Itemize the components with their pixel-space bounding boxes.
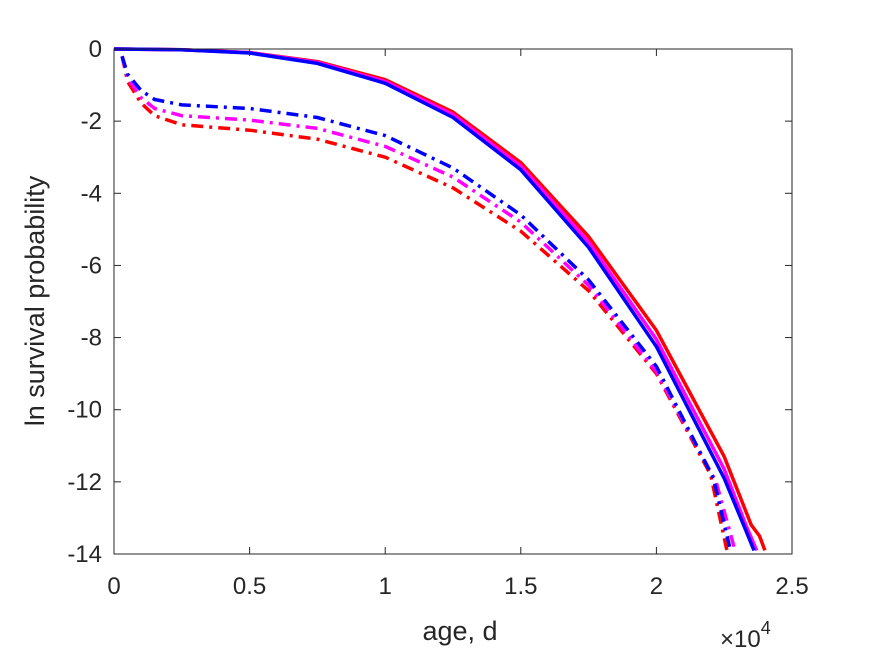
y-axis-label: ln survival probability: [20, 175, 50, 426]
axes-box: [113, 48, 793, 555]
y-tick-label: -8: [81, 325, 102, 352]
x-tick-label: 0.5: [233, 573, 266, 600]
y-tick-label: -14: [67, 541, 102, 568]
x-axis-label: age, d: [422, 616, 497, 646]
y-tick-label: -2: [81, 108, 102, 135]
series-layer: [113, 47, 767, 552]
x-tick-label: 2: [650, 573, 663, 600]
y-tick-label: -12: [67, 469, 102, 496]
y-tick-label: -4: [81, 180, 102, 207]
x-tick-label: 1: [379, 573, 392, 600]
y-tick-label: -10: [67, 397, 102, 424]
y-tick-label: -6: [81, 252, 102, 279]
y-tick-label: 0: [89, 36, 102, 63]
x-tick-label: 1.5: [504, 573, 537, 600]
x-multiplier-label: ×104: [720, 618, 771, 653]
series-line-3: [113, 47, 756, 552]
axes-layer: 0 0.5 1 1.5 2 2.5 0 -2 -4 -6 -8 -10 -12 -14: [67, 36, 808, 600]
plot-area: [114, 49, 792, 554]
x-tick-label: 0: [107, 573, 120, 600]
x-tick-label: 2.5: [775, 573, 808, 600]
series-line-5: [120, 55, 737, 551]
